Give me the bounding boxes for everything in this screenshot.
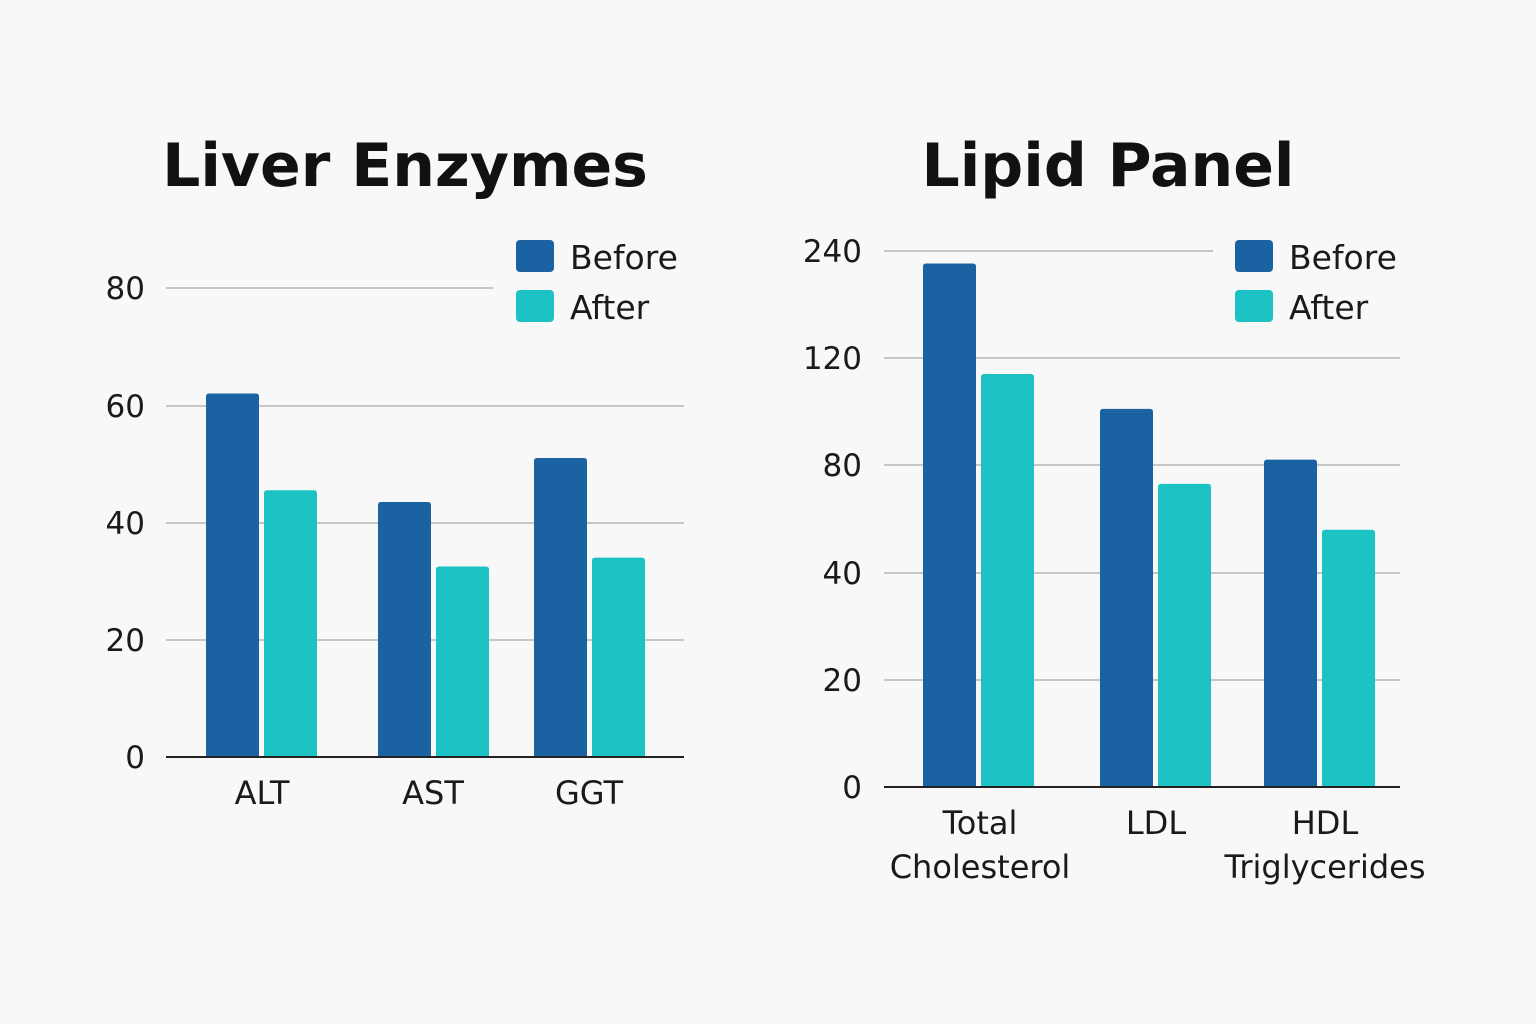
liver-y-axis: 0 20 40 60 80 [106, 271, 145, 776]
liver-bar-ast-after [436, 566, 489, 757]
liver-bar-alt-before [206, 393, 259, 757]
legend-swatch-after [516, 290, 554, 322]
lipid-panel-chart: Lipid Panel 0 20 40 80 120 240 Total Cholester… [803, 131, 1426, 886]
legend-label-after: After [1289, 288, 1369, 327]
lipid-x-category-label: Triglycerides [1223, 848, 1425, 886]
liver-x-category-label: ALT [235, 774, 290, 812]
legend-swatch-before [1235, 240, 1273, 272]
liver-bar-alt-after [264, 490, 317, 757]
liver-y-tick-label-60: 60 [106, 389, 145, 425]
lipid-y-tick-label-0: 0 [842, 770, 862, 806]
lipid-x-category-label: HDL [1292, 804, 1359, 842]
lipid-x-category-label: Total [942, 804, 1018, 842]
legend-label-after: After [570, 288, 650, 327]
lipid-y-axis: 0 20 40 80 120 240 [803, 234, 862, 806]
liver-bar-ggt-before [534, 458, 587, 757]
liver-y-tick-label-80: 80 [106, 271, 145, 307]
liver-enzymes-chart: Liver Enzymes 0 20 40 60 80 ALT AST GGT Before… [106, 131, 684, 812]
lipid-y-tick-label-120: 120 [803, 341, 862, 377]
lipid-bar-total-cholesterol-before [923, 263, 976, 787]
lipid-bars [923, 263, 1375, 787]
legend-swatch-after [1235, 290, 1273, 322]
legend-label-before: Before [570, 238, 678, 277]
liver-chart-title: Liver Enzymes [162, 131, 648, 201]
lipid-x-category-label: Cholesterol [890, 848, 1071, 886]
liver-x-axis: ALT AST GGT [235, 774, 624, 812]
lipid-legend: Before After [1235, 238, 1397, 327]
legend-swatch-before [516, 240, 554, 272]
lipid-bar-hdl-triglycerides-before [1264, 459, 1317, 787]
liver-bar-ast-before [378, 501, 431, 757]
lipid-x-category-label: LDL [1126, 804, 1186, 842]
liver-bars [206, 393, 645, 757]
lipid-bar-hdl-triglycerides-after [1322, 529, 1375, 787]
liver-x-category-label: GGT [555, 774, 623, 812]
liver-legend: Before After [516, 238, 678, 327]
liver-bar-ggt-after [592, 557, 645, 757]
lipid-y-tick-label-20: 20 [823, 663, 862, 699]
lipid-chart-title: Lipid Panel [922, 131, 1295, 201]
lipid-x-axis: Total Cholesterol LDL HDL Triglycerides [890, 804, 1426, 886]
legend-label-before: Before [1289, 238, 1397, 277]
lipid-y-tick-label-240: 240 [803, 234, 862, 270]
liver-y-tick-label-20: 20 [106, 623, 145, 659]
lipid-bar-total-cholesterol-after [981, 374, 1034, 787]
lipid-y-tick-label-40: 40 [823, 556, 862, 592]
lipid-bar-ldl-before [1100, 408, 1153, 787]
liver-y-tick-label-40: 40 [106, 506, 145, 542]
liver-y-tick-label-0: 0 [125, 740, 145, 776]
liver-x-category-label: AST [402, 774, 464, 812]
lipid-bar-ldl-after [1158, 483, 1211, 787]
lipid-y-tick-label-80: 80 [823, 448, 862, 484]
